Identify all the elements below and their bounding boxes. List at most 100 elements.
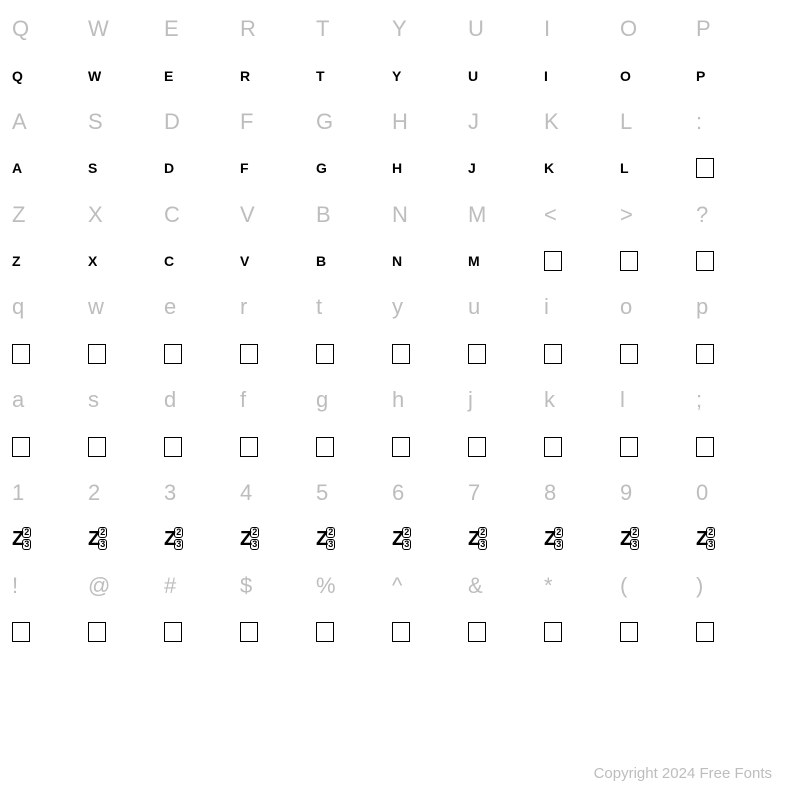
grid-cell: D xyxy=(162,99,238,145)
grid-cell: & xyxy=(466,563,542,609)
z23-glyph: Z23 xyxy=(12,527,31,551)
grid-cell: Z23 xyxy=(314,516,390,562)
grid-cell: C xyxy=(162,192,238,238)
reference-char: a xyxy=(12,387,24,413)
missing-glyph-box xyxy=(88,622,106,642)
reference-char: @ xyxy=(88,573,110,599)
grid-cell xyxy=(238,331,314,377)
grid-cell-empty xyxy=(390,655,466,701)
grid-cell-empty xyxy=(10,702,86,748)
reference-char: T xyxy=(316,16,329,42)
missing-glyph-box xyxy=(164,437,182,457)
grid-cell: 7 xyxy=(466,470,542,516)
grid-cell: Z23 xyxy=(466,516,542,562)
grid-cell: 2 xyxy=(86,470,162,516)
font-glyph: U xyxy=(468,68,478,84)
reference-char: E xyxy=(164,16,179,42)
grid-cell: Z23 xyxy=(238,516,314,562)
grid-cell: K xyxy=(542,145,618,191)
grid-cell-empty xyxy=(466,655,542,701)
grid-cell-empty xyxy=(314,655,390,701)
grid-cell-empty xyxy=(238,655,314,701)
grid-cell: Z23 xyxy=(10,516,86,562)
grid-cell xyxy=(86,331,162,377)
reference-char: j xyxy=(468,387,473,413)
font-glyph: M xyxy=(468,253,479,269)
reference-char: H xyxy=(392,109,408,135)
grid-cell: Z23 xyxy=(618,516,694,562)
grid-cell xyxy=(10,423,86,469)
missing-glyph-box xyxy=(12,437,30,457)
font-glyph: Q xyxy=(12,68,22,84)
grid-cell: q xyxy=(10,284,86,330)
z23-glyph: Z23 xyxy=(620,527,639,551)
reference-char: O xyxy=(620,16,637,42)
grid-cell xyxy=(542,238,618,284)
missing-glyph-box xyxy=(316,622,334,642)
font-glyph: R xyxy=(240,68,250,84)
z23-glyph: Z23 xyxy=(468,527,487,551)
grid-cell xyxy=(542,331,618,377)
z23-glyph: Z23 xyxy=(392,527,411,551)
reference-char: 1 xyxy=(12,480,24,506)
grid-cell: Z23 xyxy=(694,516,770,562)
grid-cell: ^ xyxy=(390,563,466,609)
grid-cell: V xyxy=(238,192,314,238)
grid-cell: L xyxy=(618,145,694,191)
grid-cell xyxy=(618,238,694,284)
font-glyph: Z xyxy=(12,253,20,269)
grid-cell: A xyxy=(10,145,86,191)
reference-char: % xyxy=(316,573,336,599)
z23-glyph: Z23 xyxy=(316,527,335,551)
reference-char: * xyxy=(544,573,553,599)
font-glyph: L xyxy=(620,160,628,176)
font-glyph: E xyxy=(164,68,173,84)
grid-cell xyxy=(618,331,694,377)
missing-glyph-box xyxy=(468,344,486,364)
grid-cell xyxy=(162,331,238,377)
grid-cell: j xyxy=(466,377,542,423)
grid-cell: D xyxy=(162,145,238,191)
grid-cell: 3 xyxy=(162,470,238,516)
reference-char: g xyxy=(316,387,328,413)
grid-cell xyxy=(390,423,466,469)
reference-char: X xyxy=(88,202,103,228)
grid-cell: t xyxy=(314,284,390,330)
reference-char: t xyxy=(316,294,322,320)
reference-char: F xyxy=(240,109,253,135)
missing-glyph-box xyxy=(620,437,638,457)
missing-glyph-box xyxy=(544,622,562,642)
grid-cell xyxy=(542,609,618,655)
reference-char: l xyxy=(620,387,625,413)
grid-cell: R xyxy=(238,6,314,52)
z23-glyph: Z23 xyxy=(88,527,107,551)
reference-char: C xyxy=(164,202,180,228)
missing-glyph-box xyxy=(88,437,106,457)
missing-glyph-box xyxy=(240,344,258,364)
grid-cell: 6 xyxy=(390,470,466,516)
grid-cell: % xyxy=(314,563,390,609)
reference-char: w xyxy=(88,294,104,320)
grid-cell: e xyxy=(162,284,238,330)
grid-cell: ( xyxy=(618,563,694,609)
grid-cell-empty xyxy=(542,702,618,748)
grid-cell: B xyxy=(314,192,390,238)
reference-char: 5 xyxy=(316,480,328,506)
grid-cell: Q xyxy=(10,6,86,52)
reference-char: 3 xyxy=(164,480,176,506)
grid-cell: N xyxy=(390,238,466,284)
grid-cell: A xyxy=(10,99,86,145)
grid-cell: P xyxy=(694,52,770,98)
font-glyph: O xyxy=(620,68,630,84)
grid-cell: u xyxy=(466,284,542,330)
font-glyph: I xyxy=(544,68,547,84)
grid-cell: o xyxy=(618,284,694,330)
reference-char: S xyxy=(88,109,103,135)
z23-glyph: Z23 xyxy=(164,527,183,551)
reference-char: G xyxy=(316,109,333,135)
grid-cell-empty xyxy=(542,655,618,701)
reference-char: ; xyxy=(696,387,702,413)
missing-glyph-box xyxy=(620,251,638,271)
font-glyph: W xyxy=(88,68,101,84)
grid-cell xyxy=(694,145,770,191)
